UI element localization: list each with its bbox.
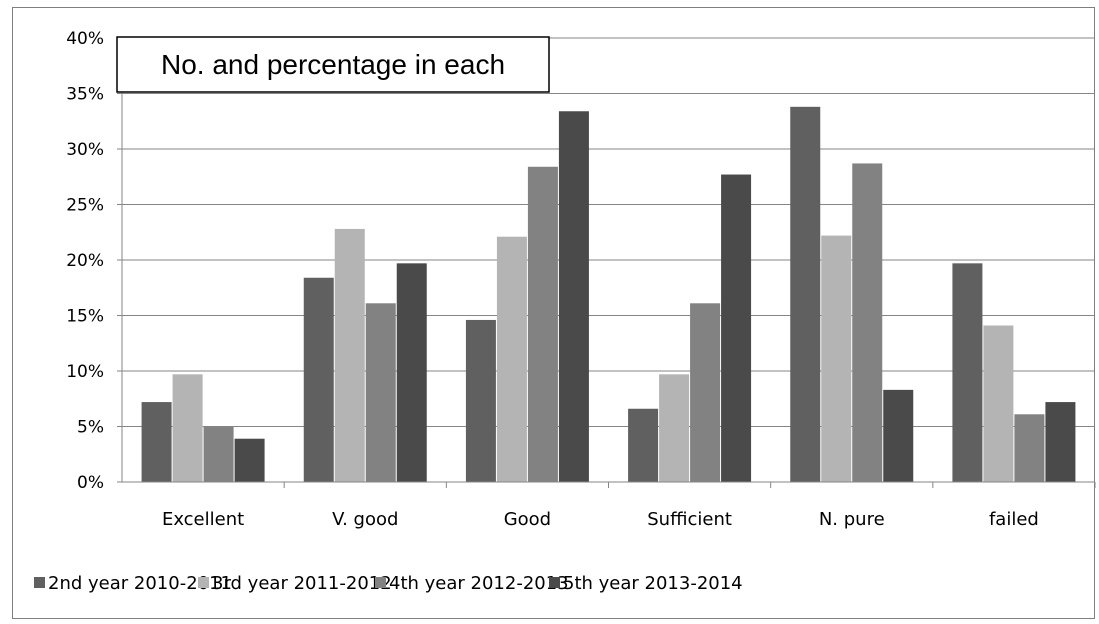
legend-label: 2nd year 2010-2011: [48, 573, 232, 594]
category-label: Sufficient: [647, 509, 732, 530]
legend-label: 3rd year 2011-2012: [212, 573, 392, 594]
y-tick-label: 20%: [66, 251, 104, 271]
legend-label: 5th year 2013-2014: [563, 573, 743, 594]
y-tick-labels: 0% 5% 10% 15% 20% 25% 30% 35% 40%: [66, 29, 122, 493]
bar: [721, 174, 752, 482]
bar: [659, 374, 690, 482]
bar: [203, 426, 234, 482]
bar: [558, 111, 589, 482]
bar: [852, 163, 883, 482]
y-tick-label: 0%: [77, 473, 104, 493]
bar: [952, 263, 983, 482]
y-tick-label: 25%: [66, 196, 104, 216]
bar: [334, 228, 365, 482]
bar: [172, 374, 203, 482]
gridlines: [122, 37, 1095, 427]
bars: [141, 106, 1076, 482]
category-labels: Excellent V. good Good Sufficient N. pure fai…: [162, 509, 1039, 530]
bar: [234, 438, 265, 482]
legend-swatch: [549, 577, 560, 588]
y-tick-label: 10%: [66, 362, 104, 382]
category-label: V. good: [332, 509, 398, 530]
legend-swatch: [34, 577, 45, 588]
y-tick-label: 40%: [66, 29, 104, 49]
y-tick-label: 15%: [66, 307, 104, 327]
bar: [527, 166, 558, 482]
chart-title: No. and percentage in each: [161, 49, 505, 80]
bar: [821, 235, 852, 482]
category-label: Good: [504, 509, 551, 530]
y-tick-label: 5%: [77, 418, 104, 438]
legend-label: 4th year 2012-2013: [389, 573, 569, 594]
bar: [1014, 414, 1045, 482]
bar: [883, 389, 914, 482]
bar: [690, 303, 721, 482]
bar: [465, 319, 496, 482]
bar: [141, 402, 172, 482]
bar: [365, 303, 396, 482]
category-label: failed: [989, 509, 1039, 530]
y-tick-label: 35%: [66, 85, 104, 105]
category-label: Excellent: [162, 509, 244, 530]
bar: [1045, 402, 1076, 482]
category-label: N. pure: [819, 509, 885, 530]
bar: [303, 277, 334, 482]
chart-title-box: No. and percentage in each: [116, 36, 550, 93]
bar: [496, 236, 527, 482]
axes: [121, 38, 1096, 488]
bar: [396, 263, 427, 482]
bar: [628, 408, 659, 482]
title-box-border: [116, 36, 550, 93]
bar: [790, 106, 821, 482]
legend-swatch: [375, 577, 386, 588]
legend-swatch: [198, 577, 209, 588]
y-tick-label: 30%: [66, 140, 104, 160]
bar: [983, 325, 1014, 482]
